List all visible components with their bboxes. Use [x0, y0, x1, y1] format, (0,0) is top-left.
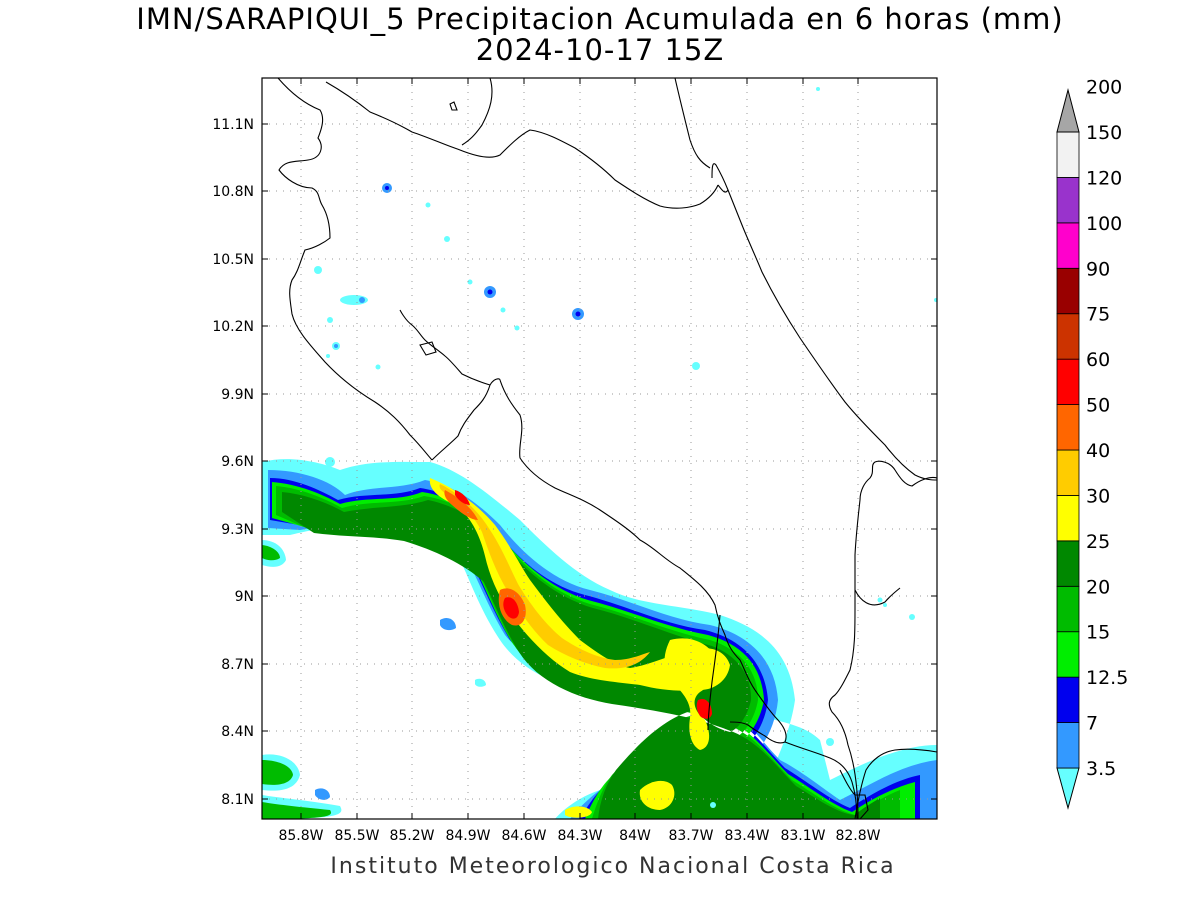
coastlines-and-borders	[277, 78, 937, 819]
colorbar-swatch	[1056, 222, 1080, 269]
colorbar-swatch	[1056, 358, 1080, 405]
lon-tick-label: 83.7W	[668, 828, 713, 844]
lon-tick-label: 83.1W	[780, 828, 825, 844]
colorbar-label: 20	[1086, 576, 1110, 598]
colorbar-swatch	[1056, 177, 1080, 224]
rain-cells-north	[314, 87, 937, 808]
rain-band-main	[262, 459, 937, 819]
colorbar-label: 200	[1086, 77, 1122, 99]
lat-tick-label: 10.2N	[212, 319, 254, 335]
colorbar-label: 15	[1086, 622, 1110, 644]
map-subtitle: 2024-10-17 15Z	[475, 33, 725, 67]
axis-ticks	[262, 78, 937, 819]
colorbar-swatch	[1056, 131, 1080, 178]
colorbar-label: 120	[1086, 167, 1122, 189]
lat-tick-label: 9.3N	[221, 522, 254, 538]
colorbar-swatch	[1056, 540, 1080, 587]
lon-tick-label: 85.2W	[389, 828, 434, 844]
colorbar-label: 50	[1086, 395, 1110, 417]
map-plot-area	[262, 78, 937, 819]
colorbar-label: 40	[1086, 440, 1110, 462]
colorbar-max-triangle	[1056, 88, 1080, 133]
longitude-labels: 85.8W 85.5W 85.2W 84.9W 84.6W 84.3W 84W …	[278, 828, 880, 844]
colorbar-swatch	[1056, 676, 1080, 723]
colorbar-swatch	[1056, 267, 1080, 315]
colorbar-swatch	[1056, 495, 1080, 542]
footer-credit: Instituto Meteorologico Nacional Costa R…	[330, 854, 896, 879]
lon-tick-label: 84.9W	[445, 828, 490, 844]
rain-cluster-west	[262, 540, 486, 819]
colorbar-label: 60	[1086, 349, 1110, 371]
lat-tick-label: 10.8N	[212, 184, 254, 200]
lon-tick-label: 82.8W	[835, 828, 880, 844]
map-frame	[261, 77, 938, 820]
lon-tick-label: 84.6W	[501, 828, 546, 844]
colorbar-legend: 3.5 7 12.5 15 20 25 30 40 50 60 75 90 100 120 150 200	[1056, 77, 1128, 810]
colorbar-label: 25	[1086, 531, 1110, 553]
lon-tick-label: 83.4W	[724, 828, 769, 844]
lat-tick-label: 8.7N	[221, 657, 254, 673]
lat-tick-label: 8.4N	[221, 724, 254, 740]
lat-tick-label: 9.6N	[221, 454, 254, 470]
colorbar-label: 90	[1086, 258, 1110, 280]
colorbar-label: 100	[1086, 213, 1122, 235]
colorbar-label: 30	[1086, 485, 1110, 507]
colorbar-min-triangle	[1056, 767, 1080, 810]
lat-tick-label: 9.9N	[221, 387, 254, 403]
lon-tick-label: 85.8W	[278, 828, 323, 844]
colorbar-label: 3.5	[1086, 758, 1116, 780]
colorbar-label: 150	[1086, 122, 1122, 144]
colorbar-swatch	[1056, 313, 1080, 360]
colorbar-swatch	[1056, 631, 1080, 678]
map-title: IMN/SARAPIQUI_5 Precipitacion Acumulada …	[136, 2, 1064, 36]
lat-tick-label: 10.5N	[212, 252, 254, 268]
colorbar-swatch	[1056, 449, 1080, 496]
lon-tick-label: 84W	[619, 828, 651, 844]
lon-tick-label: 84.3W	[557, 828, 602, 844]
colorbar-swatch	[1056, 404, 1080, 451]
lat-tick-label: 11.1N	[212, 117, 254, 133]
colorbar-label: 75	[1086, 304, 1110, 326]
precipitation-field	[262, 78, 937, 819]
map-gridlines	[262, 78, 937, 819]
lat-tick-label: 9N	[235, 589, 254, 605]
lon-tick-label: 85.5W	[334, 828, 379, 844]
colorbar-swatch	[1056, 585, 1080, 633]
colorbar-label: 12.5	[1086, 667, 1128, 689]
colorbar-swatch	[1056, 722, 1080, 769]
lat-tick-label: 8.1N	[221, 792, 254, 808]
colorbar-label: 7	[1086, 713, 1098, 735]
latitude-labels: 11.1N 10.8N 10.5N 10.2N 9.9N 9.6N 9.3N 9…	[212, 117, 254, 808]
